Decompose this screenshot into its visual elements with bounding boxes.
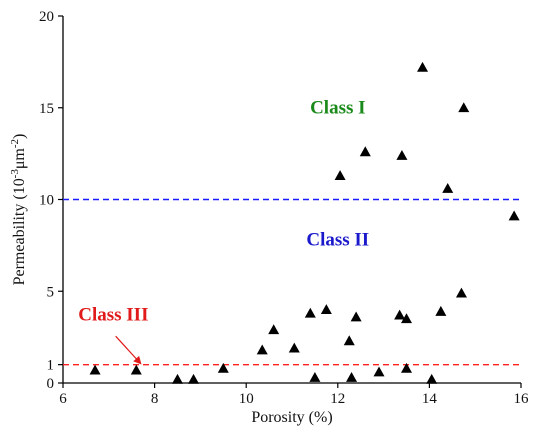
data-point	[268, 324, 280, 335]
data-point	[455, 287, 467, 298]
y-label-exponent: -2	[9, 139, 21, 148]
data-point	[334, 170, 346, 181]
data-point	[401, 313, 412, 324]
data-point	[373, 366, 385, 377]
data-point	[89, 364, 101, 375]
data-point	[359, 146, 371, 157]
y-tick-label: 0	[47, 376, 55, 392]
data-point	[396, 149, 408, 160]
threshold-lines	[63, 198, 521, 366]
x-tick-label: 8	[151, 391, 159, 407]
data-point	[435, 305, 447, 316]
data-point	[288, 342, 300, 353]
plot-area	[62, 16, 521, 384]
y-tick-label: 10	[39, 193, 54, 209]
x-tick-label: 6	[59, 391, 67, 407]
data-point	[426, 373, 438, 384]
data-points	[89, 61, 520, 384]
data-point	[130, 364, 142, 375]
class-label: Class I	[310, 97, 365, 118]
y-tick-label: 20	[39, 9, 54, 25]
y-label-end: )	[11, 134, 28, 139]
y-label-exponent: -3	[9, 169, 21, 179]
y-label-base: Permeability (10	[11, 178, 28, 285]
data-point	[350, 311, 362, 322]
class-annotations: Class I Class II Class III	[78, 97, 369, 365]
data-point	[309, 371, 321, 382]
data-point	[394, 309, 406, 320]
x-axis-title: Porosity (%)	[251, 409, 332, 426]
class-label: Class II	[306, 229, 369, 250]
data-point	[401, 362, 412, 373]
x-tick-label: 12	[330, 391, 345, 407]
data-point	[256, 344, 268, 355]
data-point	[188, 373, 200, 384]
class-label: Class III	[78, 305, 148, 326]
x-tick-label: 14	[422, 391, 438, 407]
data-point	[172, 373, 183, 384]
x-tick-label: 10	[239, 391, 254, 407]
y-label-unit: μm	[11, 148, 28, 170]
x-tick-label: 16	[514, 391, 530, 407]
data-point	[343, 335, 355, 346]
y-tick-label: 1	[47, 358, 55, 374]
data-point	[217, 362, 229, 373]
data-point	[442, 182, 454, 193]
data-point	[458, 102, 470, 113]
data-point	[346, 371, 358, 382]
y-axis-title: Permeability (10-3μm-2)	[9, 134, 28, 286]
data-point	[508, 210, 520, 221]
annotation-arrow	[115, 335, 142, 365]
y-tick-label: 15	[39, 101, 54, 117]
y-tick-label: 5	[47, 284, 55, 300]
data-point	[417, 61, 429, 72]
data-point	[304, 307, 316, 318]
data-point	[320, 304, 332, 314]
